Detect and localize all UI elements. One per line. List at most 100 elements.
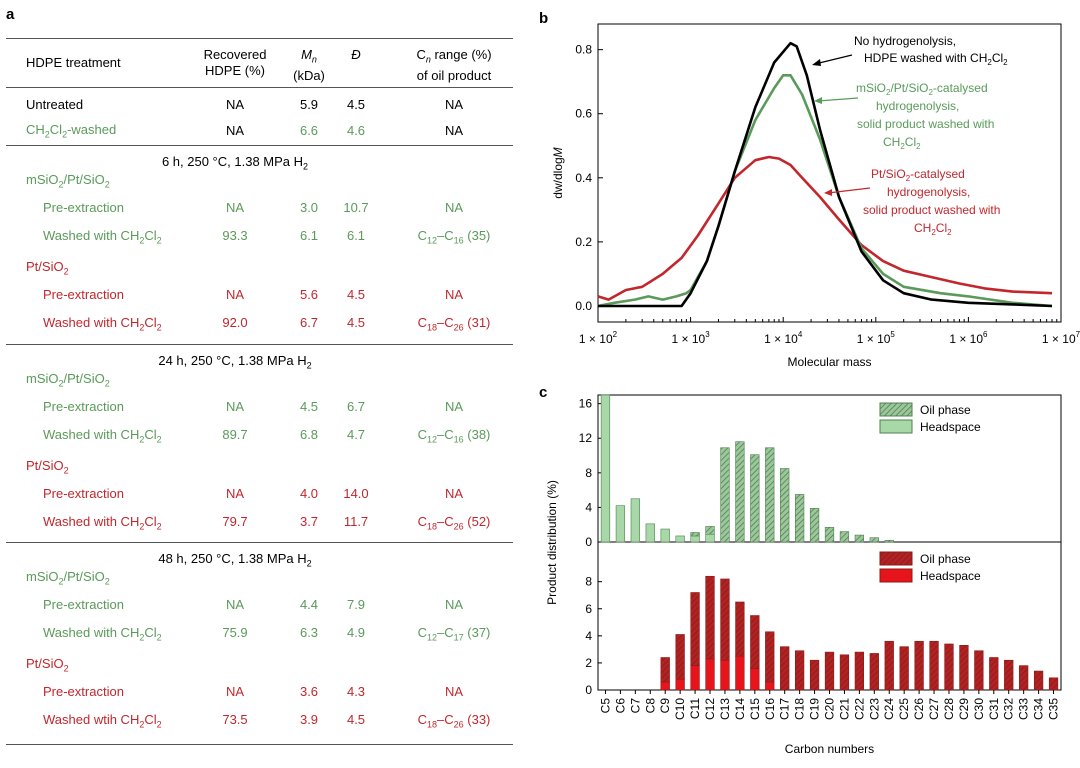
legend-bottom-oil-label: Oil phase [920,552,971,566]
pre-extraction-recovered-2-0: NA [225,597,245,612]
header-mn-symbol: M [301,47,312,62]
annotation-red-line: solid product washed with [863,203,1000,217]
pre-extraction-recovered-2-1: NA [225,684,245,699]
y-tick-label-bottom: 6 [585,602,592,616]
text-run: Cl [936,221,947,235]
series-line-0 [598,41,1053,308]
y-tick-label: 0.6 [575,107,592,121]
header-mn-unit: (kDa) [293,67,325,83]
y-tick-label-bottom: 0 [585,683,592,697]
bar-bottom-oil-C20 [824,651,835,691]
bar-top-oil-C16 [765,447,775,543]
series-line-2 [597,155,1053,301]
bar-bottom-oil-C11 [690,592,700,666]
x-tick-label-C12: C12 [703,698,717,720]
row-untreated-cn: NA [444,97,464,112]
subscript: 2 [947,228,952,237]
catalyst-name-2-0: mSiO2/Pt/SiO2 [26,569,110,587]
washed-recovered-0-0: 93.3 [222,228,248,243]
bar-bottom-oil-C21 [839,654,850,691]
bar-top-headspace-C10 [675,535,685,543]
pre-extraction-label-0-0: Pre-extraction [43,200,124,215]
header-recovered: Recovered HDPE (%) [204,47,267,79]
x-tick-label-C27: C27 [927,698,941,720]
x-tick-exp: 4 [798,330,803,339]
annotation-red-line: Pt/SiO2-catalysed [871,167,965,183]
bar-bottom-oil-C12 [705,575,715,660]
pre-extraction-mn-0-0: 3.0 [299,200,319,215]
washed-d-2-1: 4.5 [346,712,366,727]
bar-bottom-oil-C28 [944,643,954,691]
washed-recovered-2-1: 73.5 [222,712,248,727]
y-tick-label-bottom: 4 [585,629,592,643]
bar-top-headspace-C9 [660,528,670,543]
pre-extraction-d-1-1: 14.0 [343,486,369,501]
bar-top-oil-C20 [824,527,835,543]
row-untreated-mn: 5.9 [299,97,319,112]
row-washed-recovered: NA [225,123,245,138]
text-run: mSiO [856,81,886,95]
washed-mn-1-1: 3.7 [299,514,319,529]
row-untreated-label: Untreated [26,97,84,112]
y-tick-label: 0.4 [575,171,592,185]
pre-extraction-mn-2-1: 3.6 [299,684,319,699]
subscript: 2 [1003,58,1008,67]
pre-extraction-label-2-1: Pre-extraction [43,684,124,699]
bar-bottom-oil-C23 [869,653,879,691]
pre-extraction-cn-0-0: NA [444,200,464,215]
bar-bottom-oil-C10 [675,634,685,680]
bar-bottom-oil-C35 [1048,677,1059,691]
x-tick-label-C8: C8 [643,698,657,714]
annotation-black-line: HDPE washed with CH2Cl2 [864,51,1008,67]
washed-cn-1-0: C12–C16 (38) [417,427,491,445]
bar-bottom-oil-C17 [780,646,790,691]
x-tick-exp: 7 [1076,330,1080,339]
y-tick-label-top: 16 [579,397,593,411]
bar-bottom-oil-C13 [720,578,730,661]
washed-cn-2-1: C18–C26 (33) [417,712,491,730]
x-tick-label-C31: C31 [987,698,1001,720]
washed-mn-0-0: 6.1 [299,228,319,243]
header-dispersity: Đ [351,47,360,63]
x-tick-base: 1 × 10 [579,332,613,346]
panel-a-label: a [6,6,15,23]
text-run: CH [883,135,900,149]
annotation-green-line: CH2Cl2 [883,135,921,151]
pre-extraction-mn-0-1: 5.6 [299,287,319,302]
x-tick-label: 1 × 104 [764,330,803,346]
text-run: Cl [905,135,916,149]
bar-bottom-oil-C18 [794,650,805,691]
pre-extraction-cn-2-1: NA [444,684,464,699]
y-label-text: dw/dlog [551,157,565,198]
pre-extraction-d-2-1: 4.3 [346,684,366,699]
pre-extraction-label-1-0: Pre-extraction [43,399,124,414]
legend-bottom-headspace-label: Headspace [920,569,981,583]
bar-top-oil-C24 [884,539,894,543]
x-tick-label-C14: C14 [733,698,747,720]
washed-label-1-1: Washed with CH2Cl2 [43,514,162,532]
bar-bottom-oil-C25 [899,646,909,691]
subscript: 2 [987,58,992,67]
bar-top-oil-C23 [869,537,879,543]
bar-top-oil-C21 [839,531,850,543]
bar-bottom-headspace-C9 [660,681,670,691]
washed-d-2-0: 4.9 [346,625,366,640]
catalyst-name-2-1: Pt/SiO2 [26,656,69,674]
washed-recovered-2-0: 75.9 [222,625,248,640]
x-tick-base: 1 × 10 [949,332,983,346]
bar-bottom-oil-C32 [1004,659,1014,691]
washed-label-sub1: 2 [44,129,50,140]
text-run: No hydrogenolysis, [854,34,956,48]
x-tick-label-C26: C26 [912,698,926,720]
pre-extraction-cn-2-0: NA [444,597,464,612]
pre-extraction-label-0-1: Pre-extraction [43,287,124,302]
annotation-green-arrow [817,97,859,102]
washed-mn-1-0: 6.8 [299,427,319,442]
legend-top-headspace-swatch [879,419,913,434]
x-tick-exp: 5 [890,330,895,339]
bar-bottom-oil-C26 [914,640,924,691]
bar-bottom-headspace-C15 [750,668,760,691]
bar-top-oil-C19 [809,507,820,543]
washed-mn-2-0: 6.3 [299,625,319,640]
panel-c-label: c [539,384,548,401]
